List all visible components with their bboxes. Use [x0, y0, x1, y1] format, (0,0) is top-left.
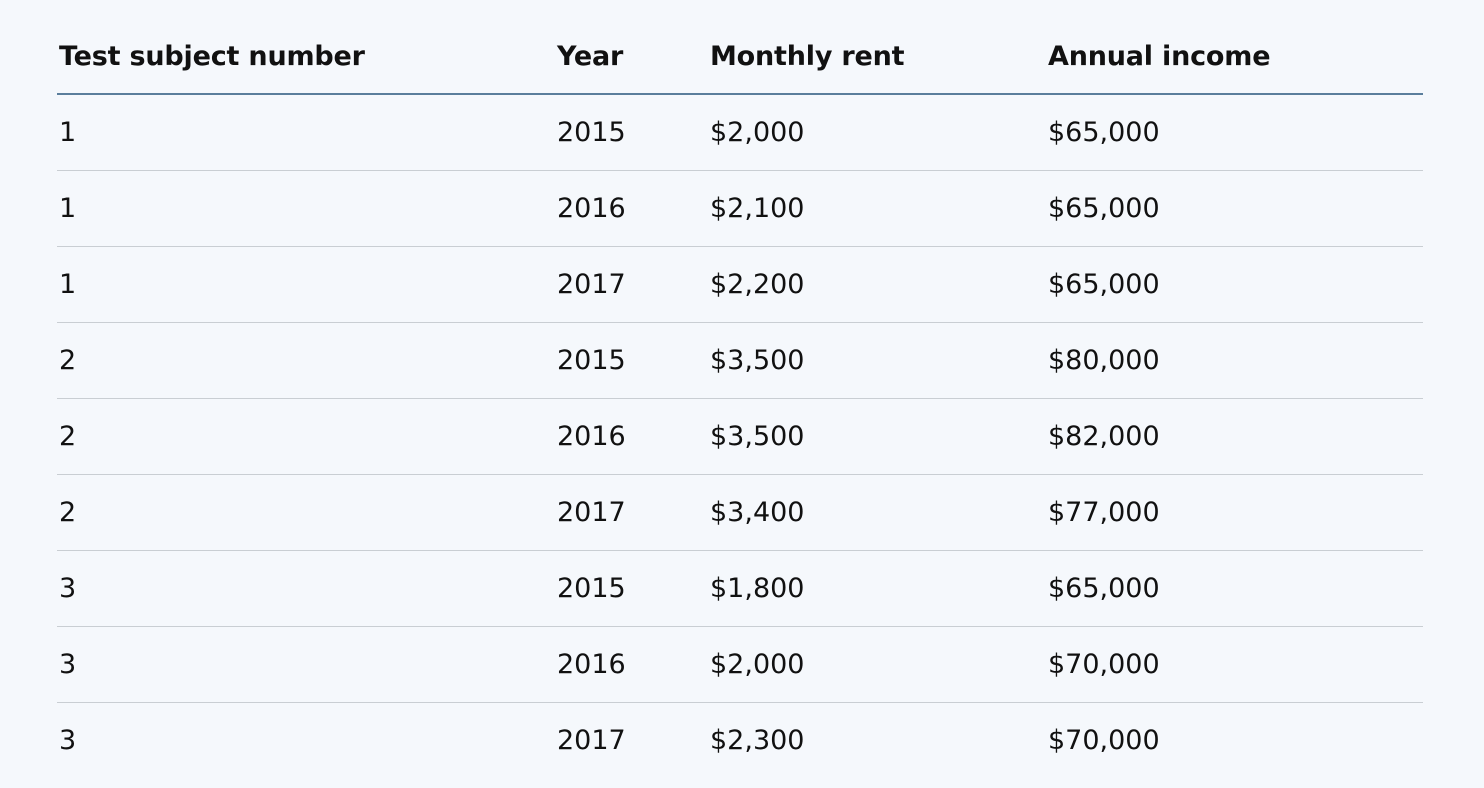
table-row: 3 2016 $2,000 $70,000 — [57, 626, 1423, 703]
cell-annual-income: $80,000 — [1046, 322, 1423, 399]
cell-monthly-rent: $3,500 — [708, 398, 1046, 475]
table-header: Test subject number Year Monthly rent An… — [57, 20, 1423, 95]
cell-annual-income: $77,000 — [1046, 474, 1423, 551]
cell-subject: 1 — [57, 94, 555, 171]
cell-year: 2016 — [555, 398, 708, 475]
cell-year: 2016 — [555, 170, 708, 247]
cell-monthly-rent: $2,300 — [710, 725, 805, 756]
cell-subject: 2 — [57, 474, 555, 551]
cell-year: 2016 — [555, 626, 708, 703]
cell-annual-income: $65,000 — [1046, 94, 1423, 171]
cell-monthly-rent: $2,000 — [708, 94, 1046, 171]
header-row: Test subject number Year Monthly rent An… — [57, 20, 1423, 95]
table-row: 3 2015 $1,800 $65,000 — [57, 550, 1423, 627]
cell-monthly-rent: $3,400 — [708, 474, 1046, 551]
cell-subject: 3 — [57, 626, 555, 703]
cell-year: 2017 — [555, 474, 708, 551]
cell-annual-income: $65,000 — [1046, 170, 1423, 247]
cell-annual-income: $82,000 — [1046, 398, 1423, 475]
cell-year: 2015 — [555, 550, 708, 627]
cell-monthly-rent: $2,000 — [708, 626, 1046, 703]
cell-monthly-rent: $3,500 — [708, 322, 1046, 399]
data-table-container: Test subject number Year Monthly rent An… — [57, 20, 1423, 778]
table-row: 3 2017 $2,300 $70,000 — [57, 703, 1423, 779]
data-table: Test subject number Year Monthly rent An… — [57, 20, 1423, 778]
table-row: 1 2016 $2,100 $65,000 — [57, 170, 1423, 247]
cell-year: 2017 — [555, 246, 708, 323]
cell-year: 2015 — [555, 94, 708, 171]
header-annual-income: Annual income — [1046, 20, 1423, 95]
cell-monthly-rent: $2,200 — [708, 246, 1046, 323]
table-row: 2 2015 $3,500 $80,000 — [57, 322, 1423, 399]
cell-annual-income: $70,000 — [1048, 725, 1160, 756]
cell-year: 2015 — [555, 322, 708, 399]
table-row: 1 2015 $2,000 $65,000 — [57, 94, 1423, 171]
cell-subject: 2 — [57, 398, 555, 475]
table-body: 1 2015 $2,000 $65,000 1 2016 $2,100 $65,… — [57, 94, 1423, 778]
cell-monthly-rent: $1,800 — [708, 550, 1046, 627]
cell-subject: 1 — [57, 170, 555, 247]
table-row: 2 2016 $3,500 $82,000 — [57, 398, 1423, 475]
cell-subject: 1 — [57, 246, 555, 323]
cell-subject: 3 — [57, 550, 555, 627]
cell-subject: 3 — [59, 725, 77, 756]
table-row: 1 2017 $2,200 $65,000 — [57, 246, 1423, 323]
cell-annual-income: $70,000 — [1046, 626, 1423, 703]
cell-monthly-rent: $2,100 — [708, 170, 1046, 247]
header-test-subject-number: Test subject number — [57, 20, 555, 95]
cell-year: 2017 — [557, 725, 626, 756]
table-row: 2 2017 $3,400 $77,000 — [57, 474, 1423, 551]
cell-subject: 2 — [57, 322, 555, 399]
header-year: Year — [555, 20, 708, 95]
cell-annual-income: $65,000 — [1046, 550, 1423, 627]
header-monthly-rent: Monthly rent — [708, 20, 1046, 95]
cell-annual-income: $65,000 — [1046, 246, 1423, 323]
